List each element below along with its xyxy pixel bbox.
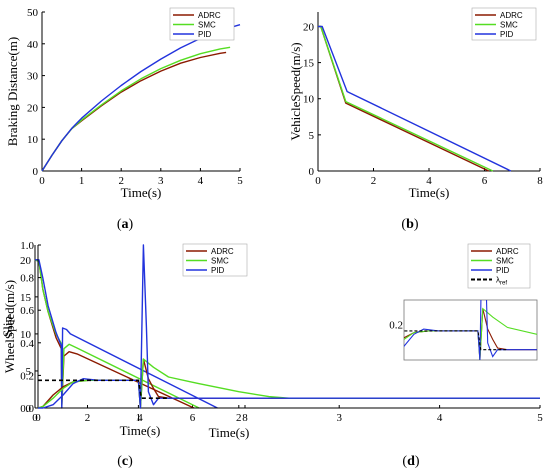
- panel-label: (c): [117, 454, 133, 469]
- legend-label: λref: [496, 276, 507, 287]
- y-tick-label: 50: [27, 7, 39, 19]
- y-tick-label: 0.6: [20, 305, 34, 317]
- x-tick-label: 0: [315, 175, 321, 187]
- legend-label: PID: [500, 30, 514, 39]
- y-axis-label: WheelSpeed(m/s): [2, 280, 17, 373]
- panel-label: (d): [402, 454, 419, 469]
- x-axis-label: Time(s): [409, 185, 450, 200]
- series-line-adrc: [318, 25, 490, 172]
- x-axis-label: Time(s): [209, 425, 250, 440]
- y-tick-label: 20: [303, 21, 315, 33]
- x-tick-label: 0: [35, 412, 41, 424]
- x-tick-label: 3: [336, 412, 342, 424]
- x-tick-label: 8: [537, 175, 543, 187]
- x-axis-label: Time(s): [120, 423, 161, 438]
- panel-b: 0 2 4 6 8 0 5 10 15 20 Time(s) VehicleSpeed(m/s) (b)…: [288, 7, 543, 232]
- legend-label: PID: [198, 30, 212, 39]
- y-tick-label: 15: [303, 58, 315, 70]
- x-tick-label: 4: [426, 175, 432, 187]
- y-tick-label: 10: [20, 329, 32, 341]
- x-tick-label: 1: [136, 412, 142, 424]
- y-tick-label: 5: [26, 366, 32, 378]
- y-tick-label: 1.0: [20, 240, 34, 252]
- y-axis-label: Slip: [0, 316, 15, 337]
- y-tick-label: 30: [27, 71, 39, 83]
- x-tick-label: 2: [371, 175, 377, 187]
- legend-label: PID: [211, 266, 225, 275]
- y-tick-label: 15: [20, 292, 32, 304]
- y-tick-label: 5: [309, 130, 315, 142]
- series-line-pid: [41, 24, 241, 172]
- x-tick-label: 8: [242, 412, 248, 424]
- x-tick-label: 5: [537, 412, 543, 424]
- y-tick-label: 0: [33, 166, 39, 178]
- x-tick-label: 0: [39, 175, 45, 187]
- y-tick-label: 10: [303, 94, 315, 106]
- x-tick-label: 3: [158, 175, 164, 187]
- inset-line-ref: [404, 330, 508, 351]
- series-line-adrc: [41, 51, 227, 172]
- y-tick-label: 0: [26, 403, 32, 415]
- inset-line-smc: [404, 307, 537, 360]
- y-tick-label: 0.4: [20, 338, 34, 350]
- legend-label: SMC: [198, 21, 216, 30]
- series-line-pid: [318, 25, 512, 172]
- series-line-adrc: [34, 259, 195, 409]
- legend-label: ADRC: [198, 11, 221, 20]
- x-axis-label: Time(s): [121, 185, 162, 200]
- x-tick-label: 6: [190, 412, 196, 424]
- panel-d-inset: 0.2: [389, 299, 538, 361]
- y-axis-label: VehicleSpeed(m/s): [288, 42, 303, 140]
- x-tick-label: 4: [198, 175, 204, 187]
- series-line-pid: [38, 244, 540, 409]
- x-tick-label: 0: [32, 412, 38, 424]
- legend-label: PID: [496, 266, 510, 275]
- series-line-smc: [34, 259, 200, 409]
- series-line-pid: [35, 259, 218, 409]
- panel-d: 0 1 2 3 4 5 0.0 0.2 0.4 0.6 0.8 1.0 Time(s) Slip (d) AD…: [0, 240, 543, 469]
- panel-c: 0 2 4 6 8 0 5 10 15 20 Time(s) WheelSpeed(m/s) (c) AD…: [2, 243, 248, 469]
- x-tick-label: 6: [482, 175, 488, 187]
- series-line-smc: [37, 358, 540, 409]
- x-tick-label: 1: [79, 175, 85, 187]
- series-line-ref: [38, 379, 169, 400]
- x-tick-label: 2: [236, 412, 242, 424]
- panel-label: (a): [117, 217, 134, 232]
- panel-label: (b): [401, 217, 418, 232]
- y-tick-label: 20: [20, 255, 32, 267]
- series-line-smc: [41, 46, 231, 172]
- y-tick-label: 0: [309, 166, 315, 178]
- legend-label: ADRC: [496, 247, 519, 256]
- legend-label: ADRC: [211, 247, 234, 256]
- legend-label: SMC: [211, 257, 229, 266]
- y-tick-label: 0.8: [20, 273, 34, 285]
- y-axis-label: Braking Distance(m): [5, 37, 20, 146]
- x-tick-label: 2: [85, 412, 91, 424]
- y-tick-label: 0.2: [20, 370, 34, 382]
- x-tick-label: 4: [437, 412, 443, 424]
- x-tick-label: 2: [118, 175, 124, 187]
- y-tick-label: 40: [27, 39, 39, 51]
- y-tick-label: 10: [27, 134, 39, 146]
- legend-label: SMC: [496, 257, 514, 266]
- x-tick-label: 4: [137, 412, 143, 424]
- y-tick-label: 20: [27, 102, 39, 114]
- x-tick-label: 5: [237, 175, 243, 187]
- inset-tick-label: 0.2: [389, 320, 403, 332]
- y-tick-label: 0.0: [20, 403, 34, 415]
- legend-label: ADRC: [500, 11, 523, 20]
- legend-label: SMC: [500, 21, 518, 30]
